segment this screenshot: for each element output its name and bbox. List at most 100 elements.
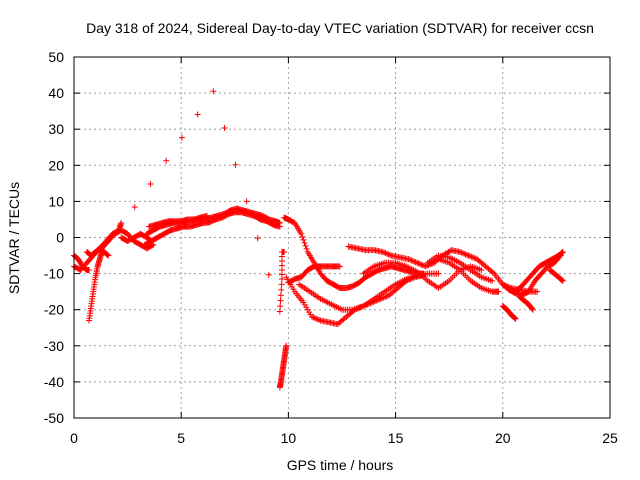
data-point-fill bbox=[303, 245, 310, 252]
series-track-r bbox=[435, 256, 502, 295]
data-point-fill bbox=[313, 315, 320, 322]
y-tick-label: -30 bbox=[44, 338, 64, 354]
y-tick-label: 10 bbox=[48, 193, 64, 209]
data-point-fill bbox=[299, 233, 306, 240]
data-point-fill bbox=[277, 303, 284, 310]
series-track-n bbox=[296, 270, 442, 313]
data-point bbox=[405, 256, 412, 263]
data-point bbox=[512, 315, 519, 322]
data-point-fill bbox=[418, 261, 425, 268]
data-point-fill bbox=[386, 251, 393, 258]
data-point-fill bbox=[385, 251, 392, 258]
data-point bbox=[559, 248, 566, 255]
data-point bbox=[86, 266, 93, 273]
data-point-fill bbox=[316, 316, 323, 323]
series-track-d bbox=[86, 248, 105, 324]
y-tick-label: 0 bbox=[56, 230, 64, 246]
x-tick-label: 20 bbox=[495, 430, 511, 446]
data-point-fill bbox=[424, 262, 431, 269]
series-track-c bbox=[83, 245, 112, 259]
data-point-fill bbox=[461, 250, 468, 257]
data-point-fill bbox=[462, 251, 469, 258]
data-point bbox=[276, 308, 283, 315]
data-point-fill bbox=[243, 198, 250, 205]
chart-title: Day 318 of 2024, Sidereal Day-to-day VTE… bbox=[86, 20, 594, 36]
data-point bbox=[283, 342, 290, 349]
x-tick-label: 5 bbox=[177, 430, 185, 446]
data-point bbox=[414, 259, 421, 266]
y-tick-label: 30 bbox=[48, 121, 64, 137]
y-tick-label: -10 bbox=[44, 266, 64, 282]
data-point bbox=[559, 277, 566, 284]
data-point-fill bbox=[277, 297, 284, 304]
data-point bbox=[422, 263, 429, 270]
data-point-fill bbox=[194, 111, 201, 118]
data-point-fill bbox=[278, 286, 285, 293]
series-track-m bbox=[283, 272, 427, 328]
data-point-fill bbox=[302, 242, 309, 249]
data-point bbox=[379, 248, 386, 255]
data-point bbox=[281, 248, 288, 255]
data-point-fill bbox=[459, 250, 466, 257]
data-point-fill bbox=[466, 253, 473, 260]
data-point-fill bbox=[416, 260, 423, 267]
series-track-u bbox=[499, 303, 519, 322]
data-point-fill bbox=[310, 314, 317, 321]
data-point-fill bbox=[314, 316, 321, 323]
data-point-fill bbox=[381, 294, 388, 301]
data-point-fill bbox=[419, 262, 426, 269]
data-point-fill bbox=[232, 161, 239, 168]
data-point-fill bbox=[559, 277, 566, 284]
y-tick-label: -50 bbox=[44, 410, 64, 426]
data-point bbox=[105, 252, 112, 259]
data-point-fill bbox=[415, 260, 422, 267]
series-track-o bbox=[345, 243, 541, 295]
y-tick-label: 50 bbox=[48, 49, 64, 65]
data-point-fill bbox=[408, 257, 415, 264]
data-point-fill bbox=[163, 157, 170, 164]
data-point bbox=[465, 252, 472, 259]
data-point-fill bbox=[511, 315, 518, 322]
data-point bbox=[529, 306, 536, 313]
axis-ticks: 0 5 10 15 20 25 50 40 30 20 10 0 -10 -20 -30 -40 -50 bbox=[44, 49, 618, 446]
data-point bbox=[489, 277, 496, 284]
x-tick-label: 15 bbox=[388, 430, 404, 446]
data-point-fill bbox=[558, 250, 565, 257]
series-track-p bbox=[360, 259, 485, 292]
data-point bbox=[336, 263, 343, 270]
data-point bbox=[478, 266, 485, 273]
data-point bbox=[298, 230, 305, 237]
y-tick-label: 20 bbox=[48, 157, 64, 173]
data-point-fill bbox=[529, 305, 536, 312]
data-point-fill bbox=[311, 315, 318, 322]
data-point-fill bbox=[464, 251, 471, 258]
series-track-q bbox=[424, 252, 496, 284]
x-tick-label: 0 bbox=[70, 430, 78, 446]
x-tick-label: 10 bbox=[281, 430, 297, 446]
data-points bbox=[71, 88, 566, 391]
series-track-i bbox=[146, 212, 210, 230]
series-track-v bbox=[516, 294, 536, 313]
y-axis-label: SDTVAR / TECUs bbox=[6, 182, 22, 294]
data-point-fill bbox=[381, 249, 388, 256]
data-point-fill bbox=[471, 254, 478, 261]
x-tick-label: 25 bbox=[602, 430, 618, 446]
data-point bbox=[203, 212, 210, 219]
data-point-fill bbox=[458, 249, 465, 256]
data-point-fill bbox=[301, 239, 308, 246]
data-point-fill bbox=[489, 269, 496, 276]
data-point bbox=[276, 223, 283, 230]
series-track-w bbox=[546, 266, 566, 284]
data-point-fill bbox=[382, 250, 389, 257]
data-point-fill bbox=[411, 258, 418, 265]
data-point bbox=[210, 88, 217, 95]
data-point-fill bbox=[406, 256, 413, 263]
data-point-fill bbox=[559, 249, 566, 256]
data-point bbox=[116, 227, 123, 234]
series-outliers bbox=[116, 88, 288, 315]
data-point-fill bbox=[384, 250, 391, 257]
series-track-t bbox=[504, 248, 566, 295]
data-point bbox=[495, 288, 502, 295]
data-point-fill bbox=[468, 253, 475, 260]
